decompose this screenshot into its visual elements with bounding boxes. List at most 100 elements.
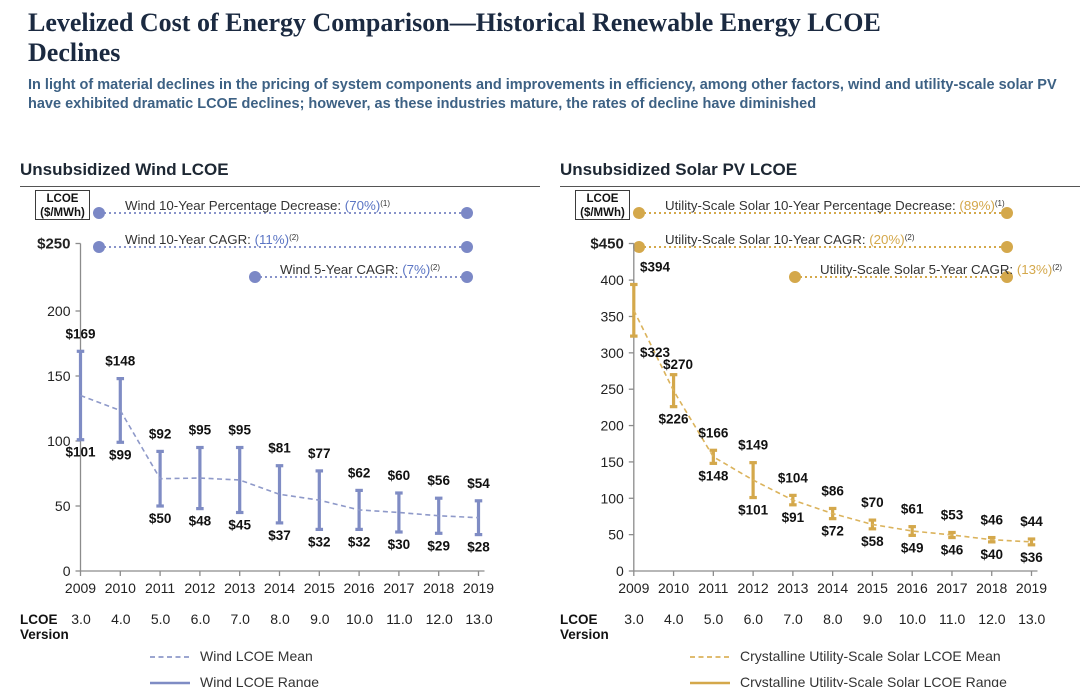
svg-text:$36: $36 [1020, 550, 1043, 565]
svg-text:$54: $54 [467, 476, 490, 491]
svg-text:3.0: 3.0 [71, 611, 91, 627]
svg-text:2011: 2011 [698, 580, 728, 596]
svg-text:$53: $53 [941, 507, 964, 522]
svg-text:10.0: 10.0 [345, 611, 372, 627]
svg-text:0: 0 [63, 563, 71, 579]
svg-text:6.0: 6.0 [190, 611, 210, 627]
svg-text:$101: $101 [65, 445, 96, 460]
svg-text:$394: $394 [640, 259, 671, 274]
svg-text:$56: $56 [427, 473, 450, 488]
svg-text:$450: $450 [590, 236, 623, 253]
svg-text:2018: 2018 [976, 580, 1007, 596]
svg-text:$40: $40 [980, 547, 1003, 562]
svg-text:2010: 2010 [658, 580, 689, 596]
svg-text:$45: $45 [228, 518, 251, 533]
svg-text:150: 150 [600, 454, 624, 470]
svg-text:$95: $95 [228, 423, 251, 438]
svg-text:200: 200 [47, 303, 71, 319]
svg-text:$101: $101 [738, 503, 769, 518]
svg-text:4.0: 4.0 [111, 611, 131, 627]
svg-text:400: 400 [600, 272, 624, 288]
svg-text:2018: 2018 [423, 580, 454, 596]
svg-text:$226: $226 [659, 412, 690, 427]
svg-text:$58: $58 [861, 534, 884, 549]
svg-text:50: 50 [608, 527, 624, 543]
svg-text:$32: $32 [308, 534, 331, 549]
svg-text:8.0: 8.0 [270, 611, 290, 627]
svg-text:$169: $169 [65, 326, 95, 341]
svg-text:100: 100 [600, 490, 624, 506]
svg-text:$48: $48 [189, 514, 212, 529]
svg-text:9.0: 9.0 [863, 611, 883, 627]
svg-text:11.0: 11.0 [386, 611, 412, 627]
svg-text:2019: 2019 [463, 580, 494, 596]
svg-text:12.0: 12.0 [978, 611, 1005, 627]
svg-text:$91: $91 [782, 510, 805, 525]
svg-text:12.0: 12.0 [425, 611, 452, 627]
svg-text:2015: 2015 [857, 580, 888, 596]
svg-text:50: 50 [55, 498, 71, 514]
svg-text:$44: $44 [1020, 514, 1043, 529]
svg-text:$32: $32 [348, 534, 371, 549]
svg-text:$61: $61 [901, 502, 924, 517]
svg-text:$29: $29 [427, 538, 450, 553]
svg-text:2017: 2017 [383, 580, 414, 596]
svg-text:$81: $81 [268, 441, 291, 456]
svg-text:$95: $95 [189, 423, 212, 438]
svg-text:5.0: 5.0 [704, 611, 724, 627]
svg-text:10.0: 10.0 [899, 611, 926, 627]
svg-text:9.0: 9.0 [310, 611, 330, 627]
svg-text:5.0: 5.0 [150, 611, 170, 627]
svg-text:2010: 2010 [105, 580, 136, 596]
svg-text:$28: $28 [467, 540, 490, 555]
svg-text:$70: $70 [861, 495, 884, 510]
svg-text:13.0: 13.0 [465, 611, 492, 627]
svg-text:$270: $270 [663, 357, 693, 372]
svg-text:6.0: 6.0 [743, 611, 763, 627]
svg-text:2019: 2019 [1016, 580, 1047, 596]
svg-text:2009: 2009 [65, 580, 96, 596]
svg-text:$99: $99 [109, 447, 132, 462]
svg-text:2016: 2016 [344, 580, 375, 596]
svg-text:7.0: 7.0 [783, 611, 803, 627]
svg-text:$46: $46 [941, 543, 964, 558]
svg-text:$60: $60 [388, 468, 411, 483]
svg-text:$62: $62 [348, 465, 371, 480]
svg-text:2015: 2015 [304, 580, 335, 596]
svg-text:$37: $37 [268, 528, 291, 543]
svg-text:350: 350 [600, 308, 624, 324]
svg-text:150: 150 [47, 368, 71, 384]
svg-text:2017: 2017 [936, 580, 967, 596]
svg-text:$46: $46 [980, 513, 1003, 528]
svg-text:$72: $72 [821, 524, 844, 539]
svg-text:$149: $149 [738, 438, 768, 453]
svg-text:$49: $49 [901, 540, 924, 555]
svg-text:200: 200 [600, 418, 624, 434]
svg-text:$148: $148 [105, 354, 136, 369]
svg-text:250: 250 [600, 381, 624, 397]
svg-text:$250: $250 [37, 236, 70, 253]
svg-text:2009: 2009 [618, 580, 649, 596]
svg-text:2013: 2013 [777, 580, 808, 596]
svg-text:$92: $92 [149, 426, 172, 441]
svg-text:11.0: 11.0 [939, 611, 965, 627]
svg-text:2014: 2014 [264, 580, 295, 596]
svg-text:2014: 2014 [817, 580, 848, 596]
svg-text:$86: $86 [821, 483, 844, 498]
svg-text:$77: $77 [308, 446, 331, 461]
svg-text:$50: $50 [149, 511, 172, 526]
svg-text:$166: $166 [698, 425, 729, 440]
svg-text:3.0: 3.0 [624, 611, 644, 627]
svg-text:$148: $148 [698, 468, 729, 483]
svg-text:300: 300 [600, 345, 624, 361]
svg-text:2016: 2016 [897, 580, 928, 596]
svg-text:2012: 2012 [738, 580, 769, 596]
svg-text:2011: 2011 [145, 580, 175, 596]
svg-text:2012: 2012 [184, 580, 215, 596]
svg-text:13.0: 13.0 [1018, 611, 1045, 627]
svg-text:4.0: 4.0 [664, 611, 684, 627]
svg-text:$104: $104 [778, 470, 809, 485]
svg-text:0: 0 [616, 563, 624, 579]
svg-text:2013: 2013 [224, 580, 255, 596]
svg-text:$30: $30 [388, 537, 411, 552]
